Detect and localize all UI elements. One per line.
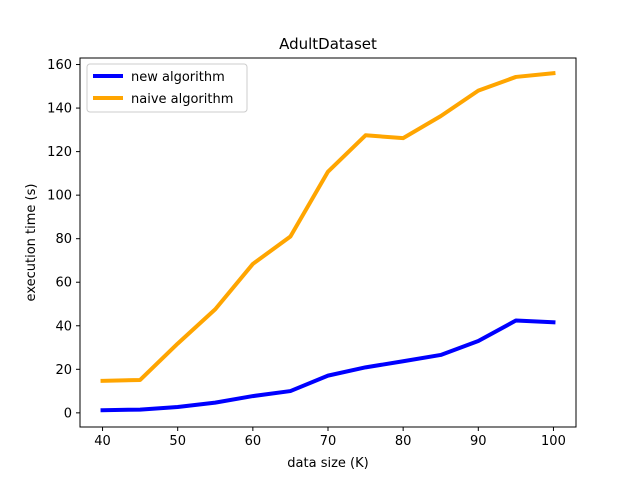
x-tick-label: 40 xyxy=(94,434,111,449)
series-line-1 xyxy=(100,71,556,383)
series-lines xyxy=(100,71,556,413)
y-tick-label: 100 xyxy=(47,189,72,204)
x-tick-label: 80 xyxy=(395,434,412,449)
x-tick-label: 100 xyxy=(541,434,566,449)
y-tick-label: 0 xyxy=(64,406,72,421)
plot-frame xyxy=(79,57,577,428)
x-axis-label: data size (K) xyxy=(287,456,368,471)
chart-title: AdultDataset xyxy=(279,35,377,53)
y-tick-label: 120 xyxy=(47,145,72,160)
y-tick-label: 20 xyxy=(55,363,72,378)
series-line-0 xyxy=(100,318,556,413)
y-tick-label: 140 xyxy=(47,102,72,117)
legend-label: naive algorithm xyxy=(131,92,233,107)
x-tick-label: 60 xyxy=(245,434,262,449)
legend-label: new algorithm xyxy=(131,70,225,85)
y-axis-label: execution time (s) xyxy=(24,184,39,302)
x-tick-label: 70 xyxy=(320,434,337,449)
y-tick-label: 60 xyxy=(55,276,72,291)
y-tick-label: 160 xyxy=(47,58,72,73)
y-tick-label: 80 xyxy=(55,232,72,247)
legend: new algorithm naive algorithm xyxy=(86,63,248,113)
y-tick-label: 40 xyxy=(55,319,72,334)
x-tick-label: 50 xyxy=(169,434,186,449)
x-tick-label: 90 xyxy=(470,434,487,449)
y-axis: 0 20 40 60 80 100 120 140 160 xyxy=(47,58,80,421)
legend-box xyxy=(86,63,248,113)
x-axis: 40 50 60 70 80 90 100 xyxy=(94,427,566,449)
